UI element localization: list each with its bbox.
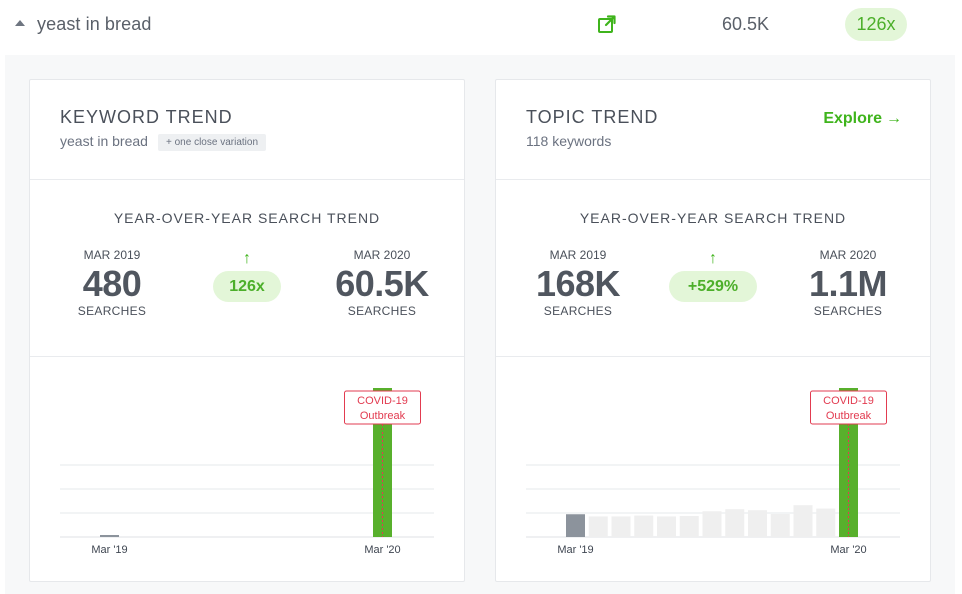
covid-annotation-line1: COVID-19: [823, 395, 874, 407]
card-header: KEYWORD TREND yeast in bread + one close…: [30, 80, 464, 180]
external-link-icon[interactable]: [597, 14, 617, 34]
keyword-row[interactable]: yeast in bread 60.5K 126x: [0, 0, 962, 50]
to-value: 60.5K: [335, 263, 429, 304]
search-volume: 60.5K: [722, 14, 770, 34]
to-stat: MAR 2020 1.1M SEARCHES: [788, 248, 908, 318]
explore-label: Explore: [823, 110, 882, 127]
from-value: 168K: [535, 263, 621, 304]
bar-jun--19: [634, 515, 654, 537]
keyword-trend-card: KEYWORD TREND yeast in bread + one close…: [29, 79, 465, 582]
bar-aug--19: [679, 516, 699, 537]
from-value: 480: [82, 263, 142, 304]
from-stat: MAR 2019 168K SEARCHES: [518, 248, 638, 318]
to-stat: MAR 2020 60.5K SEARCHES: [322, 248, 442, 318]
topic-trend-chart-svg: Mar '19 Mar '20 COVID-19 Outbreak: [526, 388, 900, 556]
bar-may--19: [611, 516, 631, 537]
covid-annotation-line2: Outbreak: [360, 410, 406, 422]
from-period: MAR 2019: [549, 248, 607, 262]
covid-annotation-box: [810, 390, 887, 425]
card-header: TOPIC TREND 118 keywords Explore →: [496, 80, 930, 180]
from-unit: SEARCHES: [77, 304, 147, 318]
x-tick-label: Mar '19: [557, 544, 593, 556]
collapse-caret-icon[interactable]: [15, 20, 25, 26]
up-arrow-icon: ↑: [243, 250, 251, 267]
bar-jan--20: [793, 505, 813, 537]
up-arrow-icon: ↑: [709, 250, 717, 267]
close-variation-badge: + one close variation: [158, 134, 267, 151]
yoy-section: YEAR-OVER-YEAR SEARCH TREND MAR 2019 480…: [30, 180, 464, 357]
card-title: KEYWORD TREND: [60, 107, 233, 127]
topic-trend-chart: Mar '19 Mar '20 COVID-19 Outbreak: [496, 357, 930, 581]
explore-link[interactable]: Explore →: [823, 110, 902, 128]
change-badge: +529%: [669, 271, 757, 302]
bar-jul--19: [657, 516, 676, 537]
yoy-heading: YEAR-OVER-YEAR SEARCH TREND: [113, 210, 381, 226]
yoy-section: YEAR-OVER-YEAR SEARCH TREND MAR 2019 168…: [496, 180, 930, 357]
bar-oct--19: [725, 509, 745, 537]
keyword-name: yeast in bread: [37, 14, 152, 34]
x-tick-label: Mar '19: [91, 544, 127, 556]
to-value: 1.1M: [808, 263, 888, 304]
from-stat: MAR 2019 480 SEARCHES: [52, 248, 172, 318]
keyword-trend-chart-svg: Mar '19 Mar '20 COVID-19 Outbreak: [60, 388, 434, 556]
covid-annotation-box: [344, 390, 421, 425]
bar-feb--20: [816, 508, 836, 537]
bar-apr--19: [588, 516, 608, 537]
arrow-right-icon: →: [886, 110, 902, 127]
topic-trend-card: TOPIC TREND 118 keywords Explore → YEAR-O…: [495, 79, 931, 582]
to-unit: SEARCHES: [347, 304, 417, 318]
growth-badge: 126x: [845, 8, 907, 41]
x-tick-label: Mar '20: [830, 544, 866, 556]
bar-nov--19: [748, 510, 767, 537]
bar-sep--19: [702, 511, 722, 537]
to-period: MAR 2020: [353, 248, 411, 262]
bar-mar--20: [839, 388, 858, 537]
x-tick-label: Mar '20: [364, 544, 400, 556]
keyword-trend-chart: Mar '19 Mar '20 COVID-19 Outbreak: [30, 357, 464, 581]
from-period: MAR 2019: [83, 248, 141, 262]
to-period: MAR 2020: [819, 248, 877, 262]
covid-annotation-line2: Outbreak: [826, 410, 872, 422]
yoy-heading: YEAR-OVER-YEAR SEARCH TREND: [579, 210, 847, 226]
bar-mar--19: [566, 514, 585, 537]
bar-dec--19: [770, 513, 790, 537]
bar-mar--19: [100, 535, 119, 537]
card-subtitle: 118 keywords: [526, 133, 612, 149]
card-subtitle: yeast in bread: [60, 133, 148, 149]
covid-annotation-line1: COVID-19: [357, 395, 408, 407]
to-unit: SEARCHES: [813, 304, 883, 318]
from-unit: SEARCHES: [543, 304, 613, 318]
change-badge: 126x: [213, 271, 281, 302]
bar-mar--20: [373, 388, 392, 537]
card-title: TOPIC TREND: [526, 107, 659, 127]
